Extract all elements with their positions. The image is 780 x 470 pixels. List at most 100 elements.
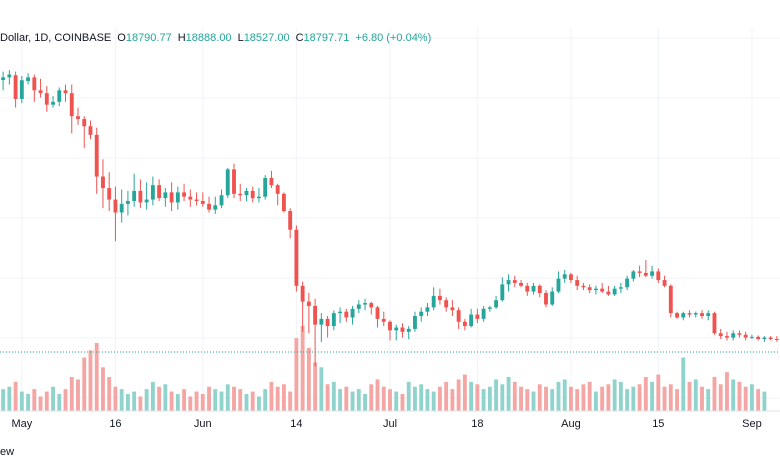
candle-body	[406, 328, 411, 332]
x-tick-label: Jul	[383, 418, 397, 430]
candle	[19, 75, 24, 104]
candle-body	[556, 278, 561, 292]
volume-bar	[656, 374, 661, 411]
volume-bar	[125, 394, 130, 411]
candle-body	[294, 229, 299, 286]
candle-body	[675, 313, 679, 318]
candle-body	[132, 190, 137, 201]
volume-bar	[662, 386, 667, 411]
candle	[700, 310, 704, 319]
volume-bar	[381, 386, 386, 411]
candle	[94, 127, 99, 194]
x-tick-label: Aug	[561, 418, 581, 430]
candle-body	[350, 308, 355, 318]
candle	[88, 120, 93, 140]
candle-body	[743, 334, 748, 338]
volume-bar	[475, 384, 480, 411]
volume-bar	[101, 367, 105, 411]
candle-body	[581, 285, 586, 288]
candle-body	[731, 333, 736, 338]
volume-bar	[107, 377, 112, 411]
volume-bar	[275, 386, 280, 411]
candle-body	[425, 307, 430, 312]
volume-bar	[306, 347, 311, 411]
candle-body	[194, 199, 199, 201]
candle	[300, 281, 305, 332]
volume-bar	[257, 396, 261, 411]
candle	[550, 287, 555, 306]
volume-bar	[581, 384, 586, 411]
candle	[76, 107, 80, 125]
volume-bar	[506, 377, 511, 411]
candle-body	[107, 188, 112, 200]
candle-body	[175, 192, 180, 203]
candle	[656, 268, 661, 283]
footer-text: ew	[0, 446, 15, 458]
candle-body	[44, 93, 49, 105]
volume-bar	[26, 394, 31, 411]
candle-body	[631, 271, 636, 279]
candle-body	[437, 295, 442, 301]
volume-bar	[363, 394, 367, 411]
volume-bars	[1, 326, 767, 411]
candle	[288, 208, 293, 239]
volume-bar	[63, 389, 68, 411]
candle	[69, 84, 74, 134]
candle-body	[356, 304, 361, 309]
volume-bar	[569, 386, 573, 411]
candle-body	[207, 203, 211, 210]
candle-body	[225, 169, 230, 196]
candle	[32, 74, 37, 102]
candle	[562, 270, 567, 283]
time-axis[interactable]: May 16 Jun 14 Jul 18 Aug 15 Sep	[11, 418, 761, 430]
candle-body	[550, 291, 555, 305]
candle	[388, 320, 392, 341]
candle	[662, 275, 667, 288]
candle	[213, 196, 218, 214]
volume-bar	[32, 389, 37, 411]
candle-body	[400, 327, 405, 332]
volume-bar	[712, 377, 717, 411]
candle-body	[281, 193, 286, 212]
candle	[344, 308, 349, 322]
candle	[431, 287, 436, 311]
candle-body	[26, 77, 31, 81]
candle-body	[762, 337, 767, 339]
candle	[319, 313, 324, 342]
candle	[394, 324, 399, 341]
candle-body	[575, 280, 580, 286]
candle-body	[232, 169, 236, 194]
candle	[207, 196, 211, 213]
candle	[494, 295, 499, 309]
candle-body	[625, 278, 630, 288]
candle-body	[637, 271, 642, 273]
candle	[774, 336, 779, 342]
volume-bar	[169, 391, 174, 411]
volume-bar	[19, 391, 24, 411]
high-label: H	[177, 32, 186, 44]
candle-body	[38, 90, 43, 94]
volume-bar	[693, 379, 698, 411]
x-tick-label: May	[11, 418, 32, 430]
candle-body	[506, 280, 511, 285]
volume-bar	[487, 386, 492, 411]
volume-bar	[157, 386, 162, 411]
candle	[437, 288, 442, 305]
open-label: O	[117, 32, 126, 44]
candle-body	[600, 288, 605, 292]
candle	[275, 183, 280, 206]
candle-body	[656, 271, 661, 281]
low-label: L	[237, 32, 244, 44]
candle	[356, 300, 361, 314]
candle-body	[63, 90, 68, 94]
volume-bar	[250, 391, 255, 411]
volume-bar	[294, 338, 299, 411]
candle	[650, 265, 655, 279]
candle-body	[182, 192, 187, 197]
candle-body	[587, 287, 592, 291]
candle	[556, 271, 561, 293]
candle-body	[82, 119, 87, 127]
candle-body	[113, 199, 118, 213]
